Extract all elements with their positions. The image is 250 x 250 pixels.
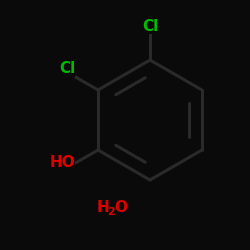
Text: O: O	[114, 200, 127, 215]
Text: Cl: Cl	[142, 19, 158, 34]
Text: H: H	[96, 200, 109, 215]
Text: Cl: Cl	[59, 61, 75, 76]
Text: 2: 2	[107, 207, 115, 217]
Text: HO: HO	[50, 155, 75, 170]
